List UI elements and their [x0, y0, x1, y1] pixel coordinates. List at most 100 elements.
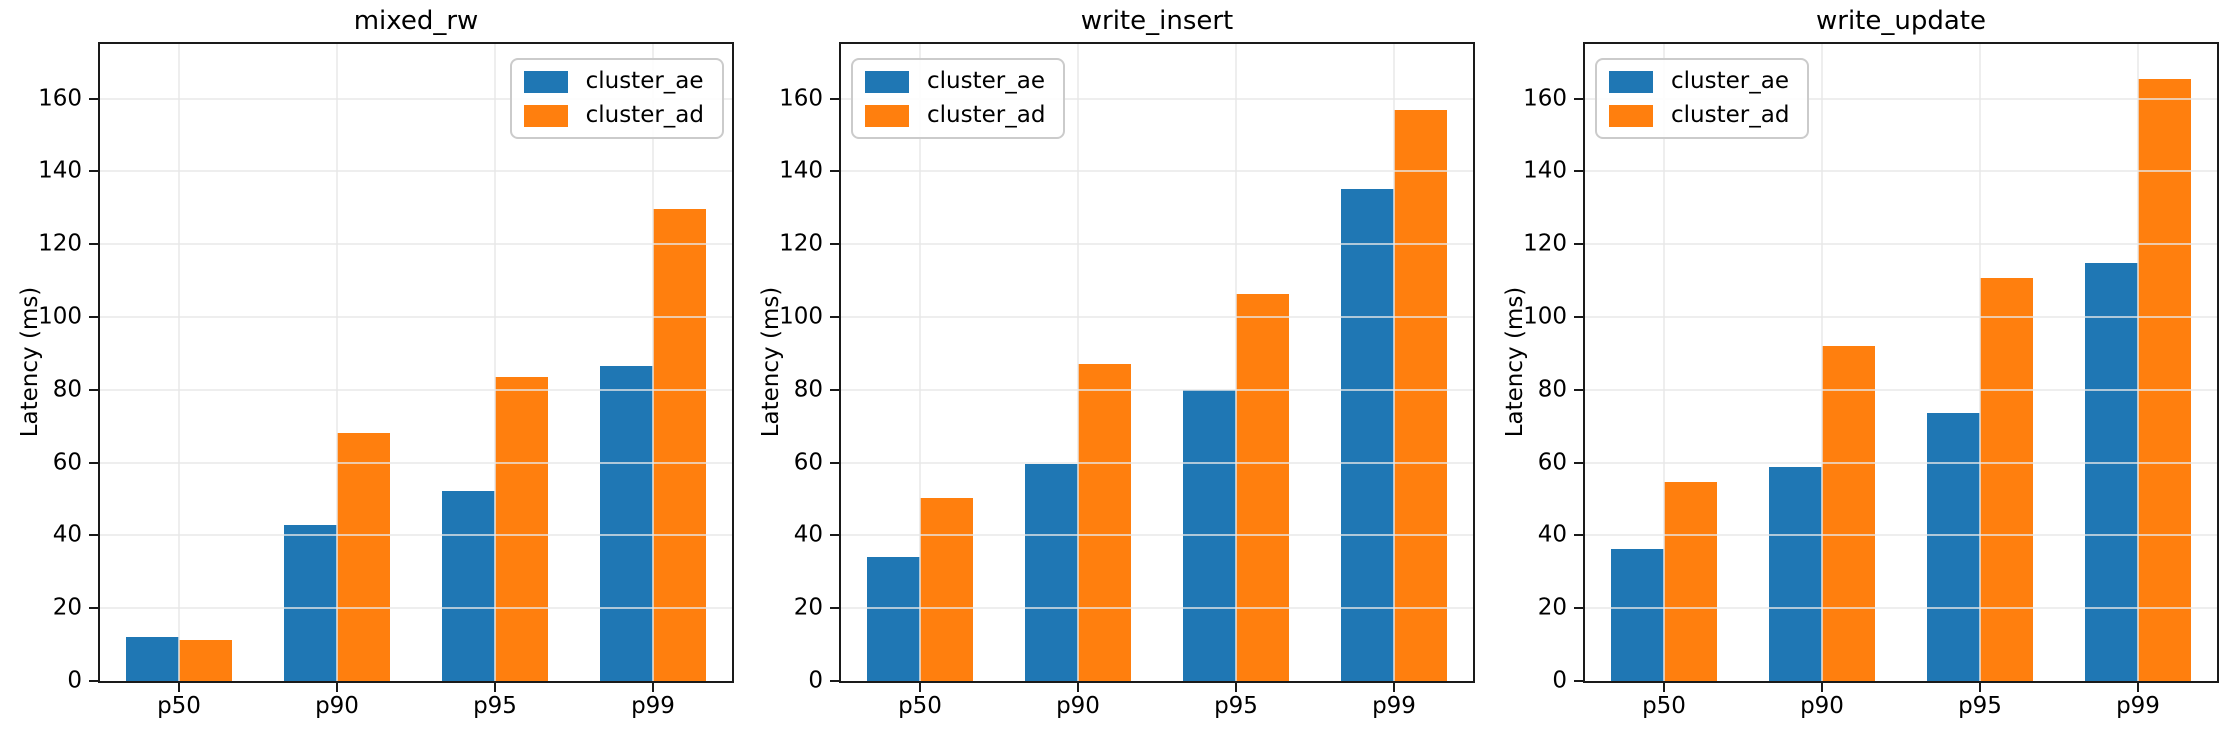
gridline-y-100: [1585, 316, 2217, 318]
xtick-label-p99: p99: [2116, 693, 2160, 719]
bar-cluster_ad-p95: [1236, 294, 1290, 681]
legend-label-cluster_ae: cluster_ae: [927, 68, 1045, 94]
bar-cluster_ae-p50: [1610, 548, 1664, 681]
ytick-label-100: 100: [1523, 303, 1567, 330]
xtick-label-p95: p95: [1214, 693, 1258, 719]
ytick-label-120: 120: [38, 230, 82, 257]
legend-swatch-cluster_ae: [523, 70, 568, 93]
plot-area: 0 20 40 60 80 100 120 140 160 p50 p90 p95 p99 cluster…: [1523, 42, 2219, 718]
ytick-label-160: 160: [1523, 85, 1567, 112]
chart-title: mixed_rw: [353, 6, 479, 36]
ytick-160: [830, 97, 839, 100]
bar-cluster_ae-p90: [1768, 467, 1822, 681]
gridline-y-100: [841, 316, 1473, 318]
legend-row-cluster_ae: cluster_ae: [523, 68, 704, 95]
legend-label-cluster_ae: cluster_ae: [585, 68, 704, 94]
xtick-p99: [652, 683, 654, 692]
gridline-y-160: [100, 97, 732, 100]
ytick-label-20: 20: [793, 594, 823, 621]
xtick-p50: [1663, 683, 1665, 692]
ytick-label-60: 60: [1537, 449, 1567, 476]
bar-cluster_ad-p99: [1394, 109, 1448, 681]
ytick-160: [1574, 97, 1583, 100]
ytick-0: [830, 680, 839, 682]
legend-label-cluster_ad: cluster_ad: [1671, 102, 1790, 128]
ytick-label-60: 60: [52, 449, 82, 476]
ytick-80: [89, 388, 98, 391]
ytick-label-160: 160: [38, 85, 82, 112]
xtick-p95: [1235, 683, 1237, 692]
ytick-80: [1574, 388, 1583, 391]
gridline-x-p99: [652, 44, 654, 681]
legend-row-cluster_ae: cluster_ae: [1609, 68, 1789, 95]
ytick-label-160: 160: [779, 85, 823, 112]
bar-cluster_ae-p50: [866, 557, 920, 681]
xtick-p50: [919, 683, 921, 692]
bar-cluster_ae-p90: [283, 524, 337, 681]
xtick-p95: [494, 683, 496, 692]
ytick-140: [1574, 170, 1583, 173]
legend: cluster_ae cluster_ad: [851, 58, 1066, 139]
ytick-label-140: 140: [1523, 157, 1567, 184]
xtick-label-p90: p90: [1800, 693, 1844, 719]
legend-label-cluster_ad: cluster_ad: [585, 102, 704, 128]
ytick-label-0: 0: [808, 667, 823, 694]
gridline-y-160: [1585, 97, 2217, 100]
xtick-label-p95: p95: [1958, 693, 2002, 719]
ytick-40: [830, 534, 839, 537]
gridline-y-100: [100, 316, 732, 318]
gridline-x-p95: [494, 44, 496, 681]
gridline-y-60: [841, 461, 1473, 464]
ytick-100: [89, 316, 98, 318]
gridline-y-140: [841, 170, 1473, 173]
ytick-label-140: 140: [38, 157, 82, 184]
legend-label-cluster_ad: cluster_ad: [927, 102, 1046, 128]
xtick-p90: [1077, 683, 1079, 692]
ytick-160: [89, 97, 98, 100]
legend-swatch-cluster_ae: [1609, 70, 1653, 93]
legend-swatch-cluster_ae: [865, 70, 909, 93]
gridline-y-60: [100, 461, 732, 464]
xtick-label-p50: p50: [157, 693, 201, 719]
subplot-write-update: write_update Latency (ms) 0 20 40 60 80 100 12…: [1489, 0, 2234, 733]
xtick-label-p90: p90: [315, 693, 359, 719]
bar-cluster_ae-p95: [441, 491, 495, 681]
gridline-y-140: [1585, 170, 2217, 173]
xtick-label-p90: p90: [1056, 693, 1100, 719]
ytick-0: [89, 680, 98, 682]
legend-swatch-cluster_ad: [865, 104, 909, 127]
legend-row-cluster_ad: cluster_ad: [523, 102, 704, 129]
gridline-x-p99: [2137, 44, 2139, 681]
legend-swatch-cluster_ad: [523, 104, 568, 127]
xtick-p90: [336, 683, 338, 692]
xtick-label-p99: p99: [631, 693, 675, 719]
legend: cluster_ae cluster_ad: [509, 58, 724, 139]
gridline-y-40: [841, 534, 1473, 537]
bar-cluster_ad-p90: [1822, 346, 1876, 681]
gridline-y-40: [100, 534, 732, 537]
ytick-label-40: 40: [52, 521, 82, 548]
ytick-label-40: 40: [793, 521, 823, 548]
ytick-120: [89, 243, 98, 246]
bar-cluster_ad-p50: [1664, 481, 1718, 681]
subplot-mixed-rw: mixed_rw Latency (ms) 0 20 40 60 80 100 120 140…: [0, 0, 745, 733]
plot-area: 0 20 40 60 80 100 120 140 160 p50 p90 p95 p99 cluster…: [38, 42, 734, 718]
ytick-label-20: 20: [1537, 594, 1567, 621]
subplot-write-insert: write_insert Latency (ms) 0 20 40 60 80 100 12…: [745, 0, 1489, 733]
gridline-y-160: [841, 97, 1473, 100]
ytick-20: [89, 607, 98, 610]
gridline-x-p50: [178, 44, 180, 681]
gridline-y-80: [841, 388, 1473, 391]
xtick-p99: [1393, 683, 1395, 692]
legend: cluster_ae cluster_ad: [1595, 58, 1810, 139]
bar-cluster_ad-p99: [653, 208, 707, 681]
gridline-x-p95: [1979, 44, 1981, 681]
bar-cluster_ad-p95: [1980, 278, 2034, 681]
ytick-label-40: 40: [1537, 521, 1567, 548]
legend-label-cluster_ae: cluster_ae: [1671, 68, 1789, 94]
bar-cluster_ae-p95: [1926, 413, 1980, 681]
ytick-100: [830, 316, 839, 318]
ytick-label-100: 100: [779, 303, 823, 330]
bar-cluster_ad-p90: [337, 433, 391, 681]
